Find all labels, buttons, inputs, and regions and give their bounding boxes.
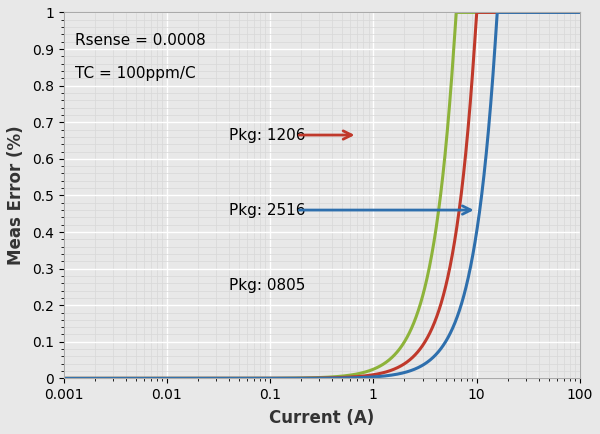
Text: TC = 100ppm/C: TC = 100ppm/C <box>76 66 196 81</box>
X-axis label: Current (A): Current (A) <box>269 409 374 427</box>
Text: Pkg: 2516: Pkg: 2516 <box>229 203 305 217</box>
Text: Rsense = 0.0008: Rsense = 0.0008 <box>76 33 206 48</box>
Text: Pkg: 0805: Pkg: 0805 <box>229 278 305 293</box>
Text: Pkg: 1206: Pkg: 1206 <box>229 128 305 142</box>
Y-axis label: Meas Error (%): Meas Error (%) <box>7 125 25 265</box>
